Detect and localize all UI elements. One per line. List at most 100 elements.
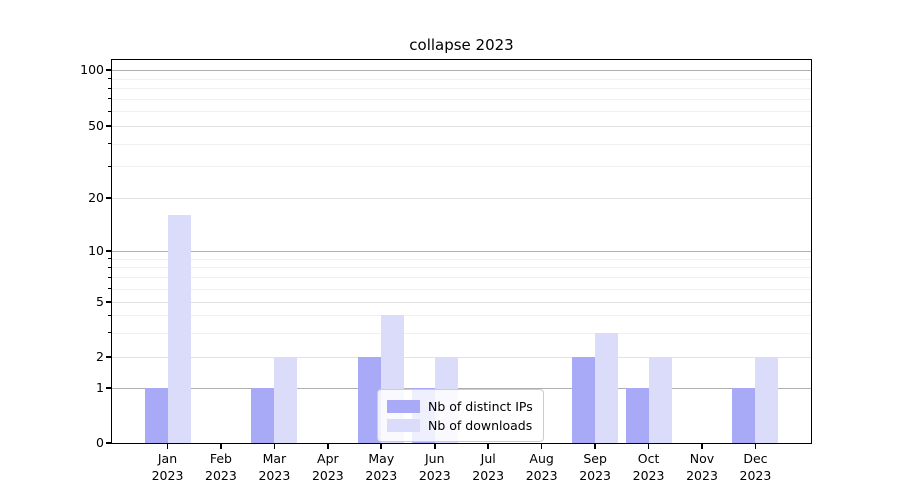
minor-gridline (112, 332, 811, 334)
x-axis-tick-label: Aug 2023 (510, 450, 574, 484)
minor-gridline (112, 111, 811, 113)
x-axis-tick-label: Feb 2023 (189, 450, 253, 484)
x-label-month: Sep (583, 451, 607, 466)
x-axis-tick (327, 443, 329, 449)
x-axis-tick-label: Jul 2023 (456, 450, 520, 484)
minor-gridline (112, 315, 811, 317)
y-axis-tick (106, 387, 112, 389)
minor-gridline (112, 98, 811, 100)
x-axis-tick-label: Jun 2023 (403, 450, 467, 484)
x-axis-tick (487, 443, 490, 449)
x-label-month: May (368, 451, 395, 466)
y-axis-tick (106, 356, 112, 358)
y-axis-tick-label: 10 (88, 243, 104, 258)
y-axis-tick (106, 301, 112, 303)
bar-downloads (595, 332, 619, 443)
y-axis-tick-label: 100 (80, 62, 104, 77)
legend-item-downloads: Nb of downloads (386, 416, 535, 434)
y-axis-minor-tick (108, 332, 112, 334)
x-axis-tick (754, 443, 757, 449)
y-axis-tick-label: 1 (96, 380, 104, 395)
x-axis-tick (273, 443, 276, 449)
major-gridline (112, 126, 811, 127)
y-axis-tick (106, 69, 112, 71)
y-axis-tick (106, 197, 112, 199)
minor-gridline (112, 277, 811, 279)
bar-downloads (274, 357, 298, 443)
x-label-month: Mar (262, 451, 287, 466)
x-axis-tick-label: Mar 2023 (242, 450, 306, 484)
y-axis-minor-tick (108, 78, 112, 79)
x-label-year: 2023 (258, 468, 291, 483)
x-label-year: 2023 (739, 468, 772, 483)
major-gridline (112, 388, 811, 389)
bar-distinct-ips (625, 388, 649, 443)
minor-gridline (112, 258, 811, 260)
y-axis-minor-tick (108, 258, 112, 260)
legend-item-distinct-ips: Nb of distinct IPs (386, 397, 535, 415)
x-label-year: 2023 (579, 468, 611, 483)
minor-gridline (112, 166, 811, 168)
bar-downloads (167, 215, 191, 443)
legend-label-downloads: Nb of downloads (428, 417, 533, 433)
x-axis-tick (220, 443, 222, 449)
minor-gridline (112, 288, 811, 290)
bar-distinct-ips (251, 388, 275, 443)
x-label-year: 2023 (365, 468, 398, 483)
y-axis-minor-tick (108, 110, 112, 112)
minor-gridline (112, 88, 811, 90)
x-axis-tick-label: Nov 2023 (670, 450, 734, 484)
bar-distinct-ips (144, 388, 168, 443)
y-axis-tick (106, 250, 112, 252)
y-axis-minor-tick (108, 314, 112, 316)
x-axis-tick-label: Dec 2023 (723, 450, 787, 484)
major-gridline (112, 198, 811, 199)
plot-area: Dec 2023 Nov 2023 Oct 2023 Sep 2023 Aug 2023 Jul 20… (80, 59, 812, 483)
y-axis-tick (106, 442, 112, 444)
x-label-month: Apr (317, 451, 339, 466)
x-axis-tick-label: Jan 2023 (136, 450, 200, 484)
y-axis-minor-tick (108, 98, 112, 100)
x-label-month: Oct (637, 451, 660, 466)
y-axis-tick-label: 50 (88, 118, 104, 133)
major-gridline (112, 251, 811, 252)
legend-swatch-distinct-ips (387, 399, 420, 413)
y-axis-minor-tick (108, 87, 112, 89)
x-label-month: Jan (157, 451, 178, 466)
x-axis-tick-label: Oct 2023 (617, 450, 681, 484)
y-axis-minor-tick (108, 288, 112, 290)
x-axis-tick (433, 443, 436, 449)
x-label-month: Jun (424, 451, 445, 466)
y-axis-minor-tick (108, 165, 112, 167)
x-label-month: Nov (689, 451, 715, 466)
bar-downloads (648, 357, 672, 443)
x-axis-tick (380, 443, 383, 449)
x-label-year: 2023 (151, 468, 184, 483)
x-label-month: Aug (529, 451, 554, 466)
major-gridline (112, 302, 811, 303)
y-axis-tick (106, 125, 112, 127)
x-axis-tick (647, 443, 650, 449)
x-label-month: Feb (209, 451, 232, 466)
major-gridline (112, 70, 811, 71)
y-axis-tick-label: 5 (96, 294, 104, 309)
x-axis-tick (540, 443, 543, 449)
x-axis-tick (701, 443, 703, 449)
x-label-year: 2023 (472, 468, 505, 483)
bar-distinct-ips (732, 388, 756, 443)
x-label-year: 2023 (686, 468, 718, 483)
y-axis-minor-tick (108, 266, 112, 268)
x-axis-tick (594, 443, 596, 449)
x-axis-tick (166, 443, 169, 449)
y-axis-tick-label: 20 (88, 190, 104, 205)
bar-distinct-ips (572, 357, 596, 443)
x-label-month: Jul (480, 451, 496, 466)
y-axis-minor-tick (108, 276, 112, 278)
minor-gridline (112, 267, 811, 269)
y-axis-tick-label: 2 (96, 349, 104, 364)
x-label-year: 2023 (632, 468, 665, 483)
y-axis-minor-tick (108, 143, 112, 145)
legend-label-distinct-ips: Nb of distinct IPs (428, 398, 533, 414)
x-axis-tick-label: Sep 2023 (563, 450, 627, 484)
x-label-year: 2023 (418, 468, 451, 483)
